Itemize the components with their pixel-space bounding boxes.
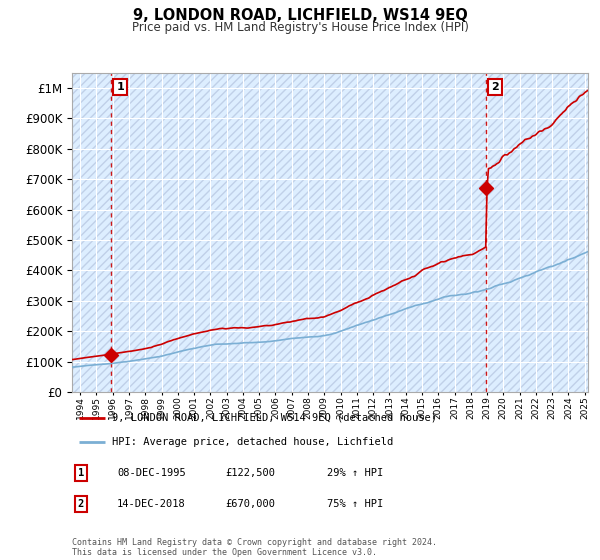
Text: £122,500: £122,500: [225, 468, 275, 478]
Text: Contains HM Land Registry data © Crown copyright and database right 2024.
This d: Contains HM Land Registry data © Crown c…: [72, 538, 437, 557]
Text: 2: 2: [491, 82, 499, 92]
Text: 2: 2: [78, 499, 84, 509]
Text: 1: 1: [78, 468, 84, 478]
Text: 9, LONDON ROAD, LICHFIELD, WS14 9EQ: 9, LONDON ROAD, LICHFIELD, WS14 9EQ: [133, 8, 467, 24]
Text: 1: 1: [116, 82, 124, 92]
Text: 08-DEC-1995: 08-DEC-1995: [117, 468, 186, 478]
Text: £670,000: £670,000: [225, 499, 275, 509]
Text: 29% ↑ HPI: 29% ↑ HPI: [327, 468, 383, 478]
Text: 75% ↑ HPI: 75% ↑ HPI: [327, 499, 383, 509]
Text: HPI: Average price, detached house, Lichfield: HPI: Average price, detached house, Lich…: [112, 437, 393, 447]
Text: 14-DEC-2018: 14-DEC-2018: [117, 499, 186, 509]
Text: 9, LONDON ROAD, LICHFIELD, WS14 9EQ (detached house): 9, LONDON ROAD, LICHFIELD, WS14 9EQ (det…: [112, 413, 437, 423]
Text: Price paid vs. HM Land Registry's House Price Index (HPI): Price paid vs. HM Land Registry's House …: [131, 21, 469, 34]
